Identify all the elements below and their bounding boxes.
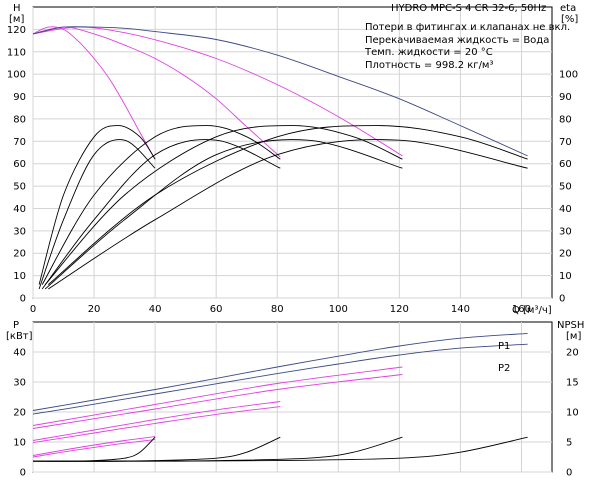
x-tick-label: 20 [88, 304, 101, 315]
power-curve-max [32, 343, 528, 415]
eta-curve [41, 125, 281, 285]
x-tick-label: 80 [271, 304, 284, 315]
power-tick-label: 30 [13, 378, 26, 389]
head-tick-label: 90 [13, 92, 26, 103]
npsh-tick-label: 15 [566, 378, 579, 389]
eta-tick-label: 50 [559, 182, 572, 193]
eta-axis-unit: [%] [561, 14, 578, 25]
note-fittings: Потери в фитингах и клапанах не вкл. [365, 22, 570, 33]
eta-curve [44, 139, 403, 290]
chart-title: HYDRO MPC-S 4 CR 32-6, 50Hz [391, 3, 546, 14]
note-density: Плотность = 998.2 кг/м³ [365, 60, 494, 71]
head-curve-partial [32, 26, 156, 160]
head-tick-label: 110 [7, 47, 26, 58]
x-tick-label: 120 [390, 304, 409, 315]
head-curve-partial [32, 26, 281, 158]
eta-tick-label: 90 [559, 92, 572, 103]
power-curve-partial [32, 401, 281, 441]
eta-tick-label: 30 [559, 226, 572, 237]
series-label-p1: P1 [498, 341, 510, 352]
npsh-tick-label: 20 [566, 348, 579, 359]
power-axis-unit: [кВт] [6, 331, 33, 342]
head-tick-label: 70 [13, 137, 26, 148]
power-plot-series [32, 332, 528, 462]
x-tick-label: 160 [512, 304, 531, 315]
power-plot-ticks: 0 10 20 30 40 0 5 10 15 20 [13, 348, 578, 479]
eta-axis-label: eta [560, 3, 576, 14]
head-tick-label: 100 [7, 70, 26, 81]
head-tick-label: 50 [13, 182, 26, 193]
head-tick-label: 120 [7, 25, 26, 36]
x-tick-label: 0 [30, 304, 36, 315]
npsh-tick-label: 5 [566, 438, 572, 449]
power-curve-partial [32, 436, 156, 456]
eta-tick-label: 20 [559, 249, 572, 260]
head-plot-grid [32, 7, 552, 299]
eta-curve [38, 125, 156, 285]
eta-curve [48, 139, 528, 290]
head-tick-label: 10 [13, 271, 26, 282]
head-curve-partial [32, 26, 403, 157]
eta-tick-label: 60 [559, 159, 572, 170]
x-tick-label: 40 [149, 304, 162, 315]
head-tick-label: 20 [13, 249, 26, 260]
eta-curve [38, 139, 156, 290]
eta-tick-label: 40 [559, 204, 572, 215]
eta-tick-label: 70 [559, 137, 572, 148]
head-tick-label: 60 [13, 159, 26, 170]
npsh-curve [32, 436, 528, 462]
note-temperature: Темп. жидкости = 20 °C [364, 47, 493, 58]
power-tick-label: 10 [13, 438, 26, 449]
head-tick-label: 80 [13, 114, 26, 125]
flow-axis-unit: [м³/ч] [523, 305, 552, 316]
x-tick-label: 100 [329, 304, 348, 315]
power-curve-partial [32, 366, 403, 426]
chart-info-box: HYDRO MPC-S 4 CR 32-6, 50Hz Потери в фит… [364, 3, 570, 71]
x-tick-label: 140 [451, 304, 470, 315]
eta-tick-label: 10 [559, 271, 572, 282]
head-plot-ticks: 0 20 40 60 80 100 120 140 1600102030405060708090… [7, 25, 578, 315]
npsh-tick-label: 10 [566, 408, 579, 419]
npsh-axis-unit: [м] [566, 331, 581, 342]
power-curve-partial [32, 439, 156, 458]
head-tick-label: 30 [13, 226, 26, 237]
power-curve-partial [32, 374, 403, 429]
head-tick-label: 0 [20, 294, 26, 305]
series-label-p2: P2 [498, 363, 510, 374]
eta-tick-label: 100 [559, 70, 578, 81]
eta-tick-label: 0 [559, 294, 565, 305]
head-tick-label: 40 [13, 204, 26, 215]
power-curve-max [32, 332, 528, 411]
npsh-axis-label: NPSH [557, 320, 584, 331]
power-tick-label: 40 [13, 348, 26, 359]
head-axis-unit: [м] [9, 14, 24, 25]
head-plot-series [32, 26, 528, 290]
npsh-tick-label: 0 [566, 468, 572, 479]
eta-curve [48, 125, 528, 285]
head-axis-label: H [13, 3, 21, 14]
flow-axis-label: Q [512, 305, 520, 316]
power-axis-label: P [13, 320, 19, 331]
power-curve-partial [32, 406, 281, 444]
head-curve-max [32, 26, 528, 157]
eta-curve [41, 139, 281, 290]
note-liquid: Перекачиваемая жидкость = Вода [365, 35, 549, 46]
eta-curve [44, 125, 403, 285]
power-plot-grid [32, 322, 552, 473]
power-tick-label: 0 [20, 468, 26, 479]
power-tick-label: 20 [13, 408, 26, 419]
x-tick-label: 60 [210, 304, 223, 315]
eta-tick-label: 80 [559, 114, 572, 125]
